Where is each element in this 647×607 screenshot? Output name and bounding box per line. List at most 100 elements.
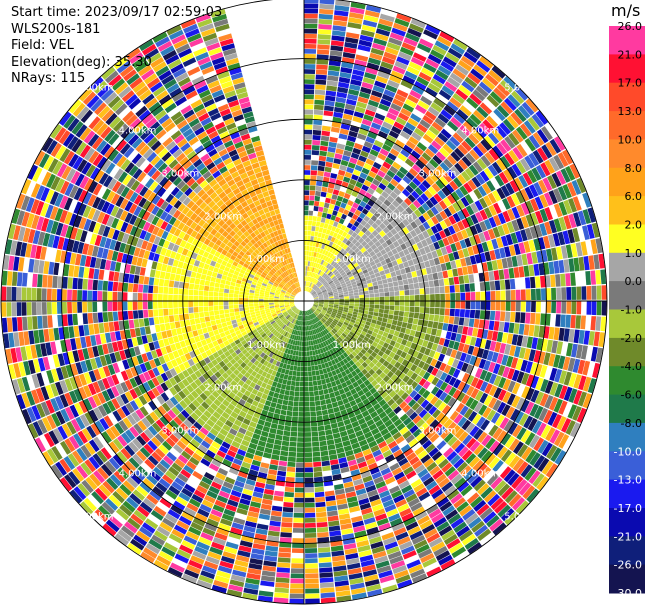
velocity-gate	[369, 536, 382, 545]
velocity-gate	[427, 186, 437, 196]
velocity-gate	[356, 282, 363, 287]
velocity-gate	[206, 419, 215, 428]
velocity-gate	[349, 577, 364, 585]
velocity-gate	[169, 419, 179, 430]
velocity-gate	[249, 393, 256, 400]
velocity-gate	[304, 18, 318, 24]
velocity-gate	[301, 341, 304, 346]
velocity-gate	[43, 432, 55, 448]
velocity-gate	[404, 158, 415, 168]
velocity-gate	[391, 490, 403, 499]
velocity-gate	[454, 308, 460, 317]
velocity-gate	[225, 504, 237, 512]
velocity-gate	[322, 289, 327, 293]
velocity-gate	[50, 383, 59, 397]
velocity-gate	[405, 232, 413, 240]
velocity-gate	[347, 333, 353, 339]
velocity-gate	[382, 375, 390, 383]
velocity-gate	[328, 337, 334, 343]
velocity-gate	[417, 450, 428, 460]
velocity-gate	[309, 335, 313, 341]
velocity-gate	[321, 330, 326, 336]
velocity-gate	[227, 403, 236, 411]
velocity-gate	[231, 423, 240, 432]
velocity-gate	[358, 497, 370, 506]
velocity-gate	[374, 240, 382, 248]
velocity-gate	[311, 370, 316, 376]
velocity-gate	[313, 324, 317, 329]
velocity-gate	[343, 543, 357, 550]
velocity-gate	[447, 47, 463, 59]
velocity-gate	[307, 266, 310, 272]
velocity-gate	[371, 90, 383, 98]
velocity-gate	[299, 310, 302, 316]
velocity-gate	[202, 380, 211, 389]
velocity-gate	[424, 189, 433, 199]
velocity-gate	[327, 288, 332, 292]
velocity-gate	[289, 328, 294, 334]
velocity-gate	[528, 239, 536, 252]
velocity-gate	[358, 364, 365, 372]
velocity-gate	[297, 320, 300, 326]
velocity-gate	[70, 363, 79, 376]
velocity-gate	[459, 284, 465, 293]
velocity-gate	[89, 473, 102, 487]
velocity-gate	[439, 415, 449, 426]
velocity-gate	[379, 301, 385, 305]
velocity-gate	[563, 386, 573, 402]
velocity-gate	[83, 398, 93, 411]
velocity-gate	[371, 471, 382, 480]
velocity-gate	[486, 350, 494, 361]
velocity-gate	[319, 222, 325, 228]
velocity-gate	[330, 274, 335, 279]
velocity-gate	[361, 339, 368, 345]
velocity-gate	[280, 357, 286, 364]
velocity-gate	[422, 340, 429, 348]
velocity-gate	[405, 340, 413, 348]
velocity-gate	[453, 497, 466, 509]
velocity-gate	[244, 351, 251, 358]
velocity-gate	[196, 430, 206, 440]
velocity-gate	[313, 295, 318, 298]
velocity-gate	[414, 294, 420, 301]
velocity-gate	[317, 307, 322, 311]
velocity-gate	[364, 203, 372, 211]
velocity-gate	[284, 302, 289, 305]
velocity-gate	[343, 209, 350, 216]
velocity-gate	[276, 382, 282, 389]
velocity-gate	[255, 407, 263, 414]
velocity-gate	[350, 251, 356, 257]
velocity-gate	[357, 244, 364, 251]
velocity-gate	[460, 55, 475, 68]
velocity-gate	[313, 385, 319, 391]
velocity-gate	[192, 399, 201, 408]
velocity-gate	[354, 241, 361, 248]
velocity-gate	[196, 341, 203, 349]
velocity-gate	[501, 404, 511, 417]
velocity-gate	[123, 320, 130, 330]
velocity-gate	[247, 568, 262, 575]
velocity-gate	[428, 447, 439, 458]
velocity-gate	[576, 407, 587, 423]
velocity-gate	[322, 238, 328, 245]
velocity-gate	[289, 301, 294, 303]
velocity-gate	[94, 420, 105, 433]
velocity-gate	[358, 358, 365, 365]
velocity-gate	[228, 305, 234, 309]
velocity-gate	[520, 312, 526, 324]
velocity-gate	[389, 75, 402, 84]
velocity-gate	[305, 568, 319, 574]
velocity-gate	[312, 241, 317, 247]
velocity-gate	[320, 286, 325, 290]
velocity-gate	[318, 294, 324, 297]
velocity-gate	[168, 466, 180, 477]
velocity-gate	[447, 421, 457, 432]
velocity-gate	[284, 425, 291, 432]
velocity-gate	[247, 474, 257, 482]
velocity-gate	[305, 533, 317, 538]
velocity-gate	[383, 313, 389, 319]
velocity-gate	[409, 411, 418, 421]
velocity-gate	[493, 214, 502, 226]
velocity-gate	[395, 397, 404, 406]
velocity-gate	[459, 405, 469, 416]
